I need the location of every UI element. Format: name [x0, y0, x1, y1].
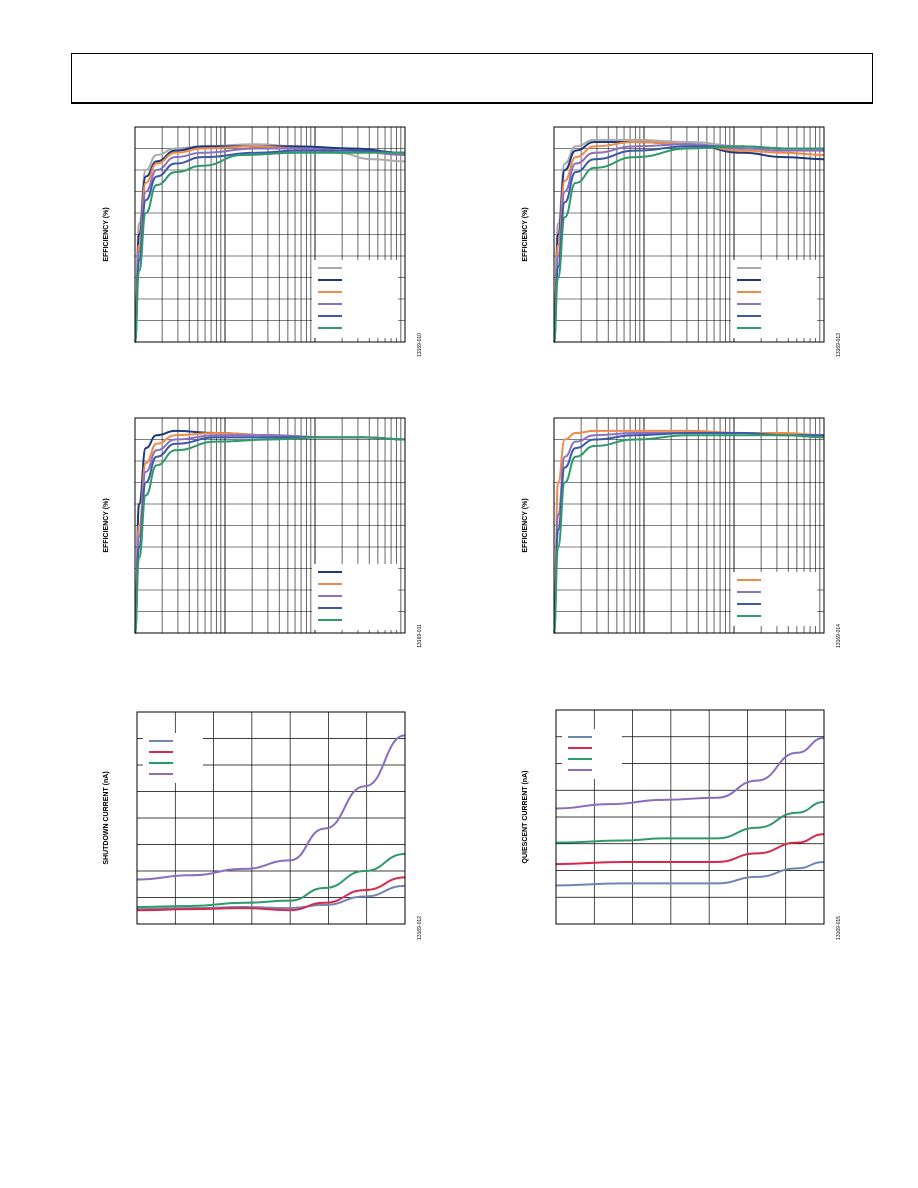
- series-line-1: [134, 432, 406, 634]
- plot-border: [555, 709, 825, 925]
- legend-box: [731, 572, 817, 626]
- legend-box: [562, 729, 622, 779]
- series-line-3: [553, 434, 825, 634]
- legend-box: [312, 564, 398, 630]
- series-line-1: [134, 145, 406, 343]
- series-line-0: [553, 429, 825, 634]
- series-line-3: [553, 143, 824, 343]
- series-line-0: [553, 138, 825, 343]
- series-line-4: [553, 145, 824, 343]
- chart-fig10: EFFICIENCY (%) 13169-010: [103, 126, 423, 357]
- plot-border: [136, 711, 406, 925]
- y-axis-label: EFFICIENCY (%): [522, 207, 529, 261]
- legend-box: [731, 260, 817, 338]
- series-line-1: [553, 432, 824, 634]
- plot-border: [134, 126, 406, 343]
- y-axis-label: EFFICIENCY (%): [103, 498, 110, 552]
- chart-fig13: EFFICIENCY (%) 13169-013: [522, 126, 842, 357]
- series-line-3: [134, 436, 406, 634]
- series-line-3: [555, 736, 825, 810]
- figure-number: 13169-010: [417, 333, 423, 357]
- series-line-2: [134, 434, 406, 634]
- chart-fig12: SHUTDOWN CURRENT (nA) 13169-012: [103, 711, 423, 940]
- figure-number: 13169-014: [836, 624, 842, 648]
- series-line-0: [136, 884, 406, 911]
- series-line-4: [134, 436, 406, 634]
- figure-number: 13169-012: [417, 916, 423, 940]
- y-axis-label: QUIESCENT CURRENT (nA): [522, 771, 529, 864]
- chart-fig14: EFFICIENCY (%) 13169-014: [522, 417, 842, 648]
- series-line-0: [555, 860, 825, 887]
- series-line-3: [136, 734, 406, 881]
- chart-fig11: EFFICIENCY (%) 13169-011: [103, 417, 423, 648]
- y-axis-label: EFFICIENCY (%): [103, 207, 110, 261]
- legend-box: [143, 733, 203, 783]
- chart-fig15: QUIESCENT CURRENT (nA) 13169-015: [522, 709, 842, 940]
- series-line-0: [134, 143, 406, 343]
- series-line-0: [134, 429, 406, 634]
- legend-box: [312, 260, 398, 338]
- series-line-5: [553, 145, 824, 343]
- series-line-2: [136, 853, 406, 909]
- series-line-2: [553, 432, 824, 634]
- series-line-4: [134, 149, 406, 343]
- plot-border: [553, 417, 825, 634]
- series-line-1: [136, 876, 406, 912]
- series-line-2: [134, 145, 406, 343]
- y-axis-label: SHUTDOWN CURRENT (nA): [103, 771, 110, 864]
- plot-border: [553, 126, 825, 343]
- series-line-3: [134, 147, 406, 343]
- page-header-box: [71, 53, 873, 104]
- figure-number: 13169-013: [836, 333, 842, 357]
- series-line-1: [553, 141, 825, 343]
- series-line-5: [134, 151, 405, 343]
- figure-number: 13169-015: [836, 916, 842, 940]
- series-line-2: [555, 801, 825, 844]
- plot-border: [134, 417, 406, 634]
- series-line-2: [553, 141, 825, 343]
- figure-number: 13169-011: [417, 624, 423, 648]
- series-line-1: [555, 833, 825, 866]
- y-axis-label: EFFICIENCY (%): [522, 498, 529, 552]
